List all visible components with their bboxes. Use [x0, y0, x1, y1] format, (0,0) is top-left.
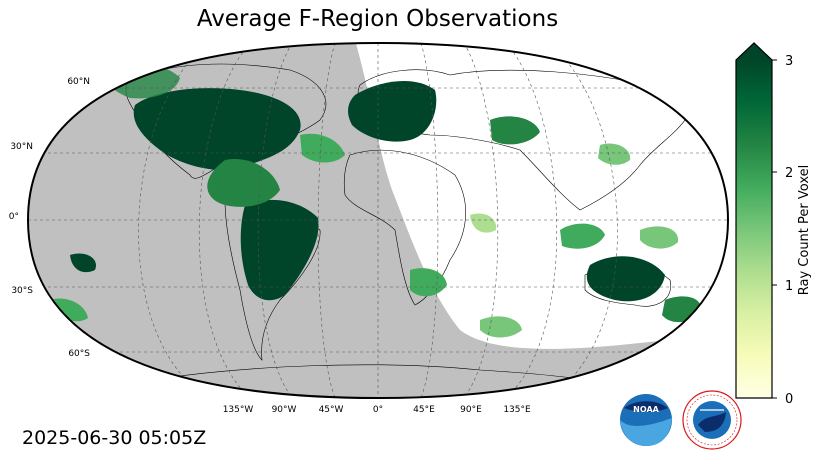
lat-label-60s: 60°S [68, 349, 90, 359]
lon-label-135e: 135°E [503, 405, 531, 415]
lat-label-30n: 30°N [10, 142, 33, 152]
colorbar-tick-2: 2 [785, 166, 793, 181]
colorbar-tick-1: 1 [785, 279, 793, 294]
colorbar-tick-3: 3 [785, 54, 793, 69]
noaa-logo: NOAA [620, 394, 672, 446]
colorbar-label: Ray Count Per Voxel [797, 165, 812, 295]
colorbar-extend-arrow [736, 43, 772, 60]
timestamp: 2025-06-30 05:05Z [22, 427, 207, 449]
noaa-logo-text: NOAA [633, 405, 659, 414]
lon-label-45e: 45°E [413, 405, 435, 415]
lat-label-30s: 30°S [11, 286, 33, 296]
map-title: Average F-Region Observations [196, 6, 559, 32]
graticule [28, 43, 728, 398]
lon-label-135w: 135°W [223, 405, 254, 415]
colorbar: 0 1 2 3 Ray Count Per Voxel [735, 42, 812, 407]
nws-logo [682, 390, 742, 450]
globe-outline [26, 41, 730, 400]
lon-label-0: 0° [373, 405, 383, 415]
lon-label-90e: 90°E [460, 405, 482, 415]
lat-label-equator: 0° [9, 212, 19, 222]
colorbar-fill [736, 60, 772, 398]
lon-label-90w: 90°W [272, 405, 297, 415]
colorbar-tick-0: 0 [785, 392, 793, 407]
lat-label-60n: 60°N [67, 77, 90, 87]
colorbar-outline [735, 42, 773, 399]
globe-contents [28, 43, 728, 398]
lon-label-45w: 45°W [319, 405, 344, 415]
